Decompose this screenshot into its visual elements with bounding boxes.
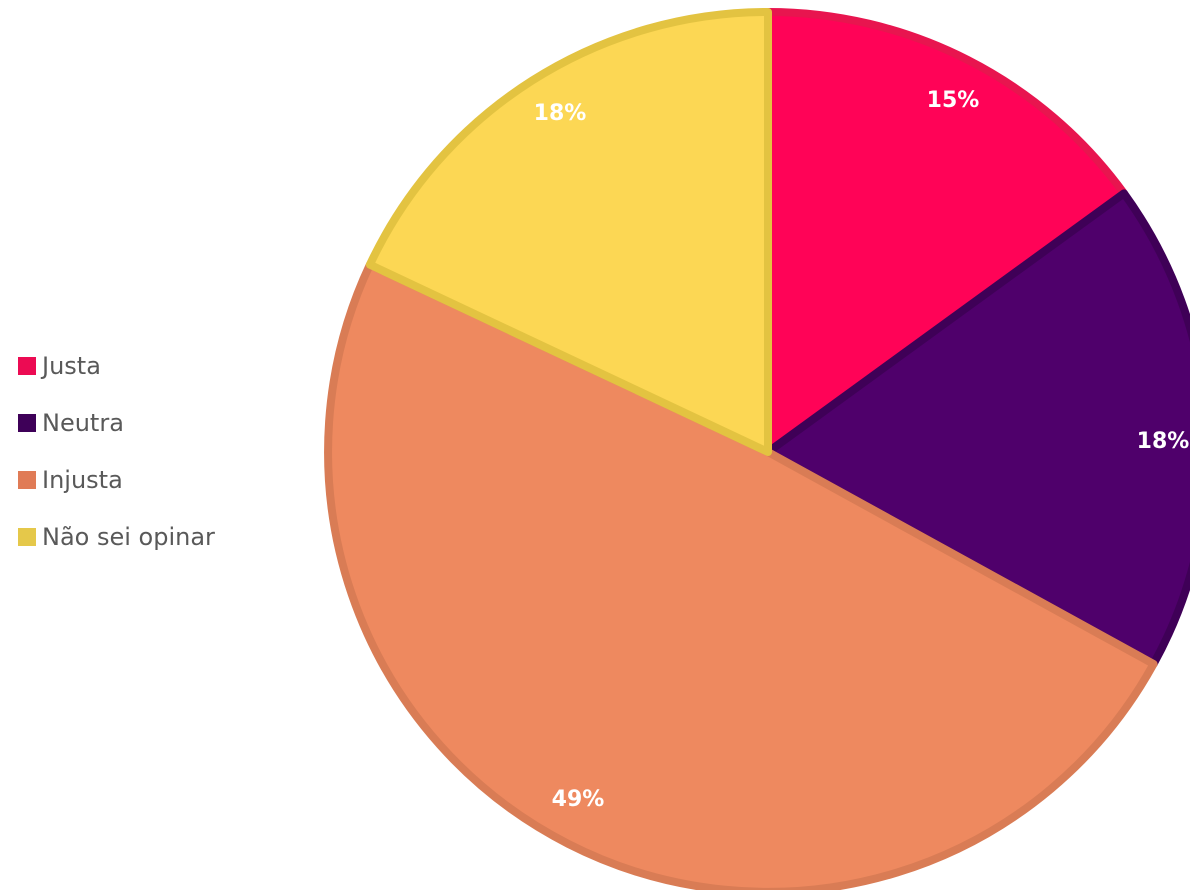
pie-value-label-nao-sei-opinar: 18% [534, 101, 587, 126]
pie-value-label-neutra: 18% [1137, 429, 1190, 454]
pie-value-label-justa: 15% [927, 88, 980, 113]
legend-label-nao-sei-opinar: Não sei opinar [42, 523, 215, 551]
chart-legend: Justa Neutra Injusta Não sei opinar [18, 347, 215, 575]
pie-value-label-injusta: 49% [552, 787, 605, 812]
pie-slice-injusta [324, 260, 1158, 890]
pie-slice-justa [764, 8, 1128, 456]
legend-item-injusta: Injusta [18, 461, 215, 499]
pie-slice-neutra [764, 189, 1190, 668]
pie-slice-nao-sei-opinar [365, 8, 772, 456]
legend-label-neutra: Neutra [42, 409, 124, 437]
pie-value-labels: 15% 18% 49% 18% [534, 88, 1190, 812]
legend-item-neutra: Neutra [18, 404, 215, 442]
legend-item-justa: Justa [18, 347, 215, 385]
legend-swatch-neutra [18, 414, 36, 432]
legend-label-injusta: Injusta [42, 466, 123, 494]
legend-item-nao-sei-opinar: Não sei opinar [18, 518, 215, 556]
legend-label-justa: Justa [42, 352, 101, 380]
legend-swatch-justa [18, 357, 36, 375]
legend-swatch-injusta [18, 471, 36, 489]
legend-swatch-nao-sei-opinar [18, 528, 36, 546]
pie-slices [324, 8, 1190, 890]
